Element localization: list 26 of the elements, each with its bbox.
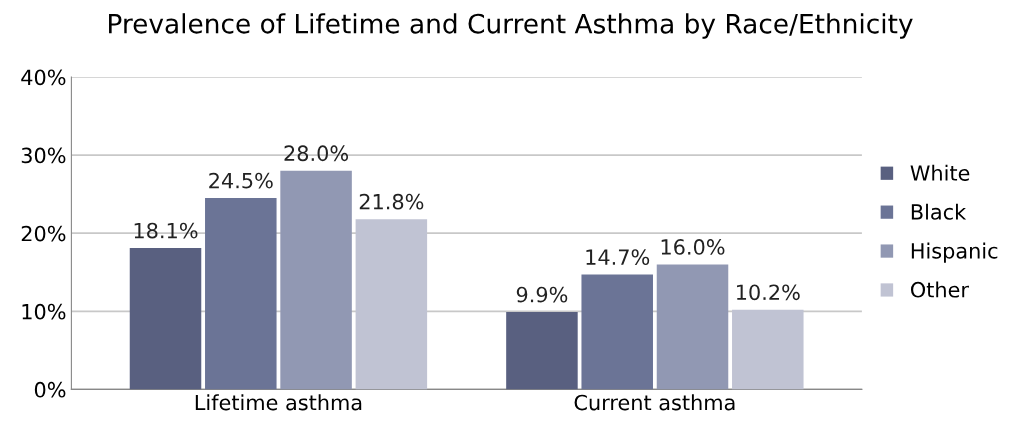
y-tick-label: 20%: [21, 225, 66, 242]
bar: [506, 312, 578, 390]
data-label: 14.7%: [586, 249, 650, 265]
legend-label: Other: [910, 281, 969, 298]
x-tick-label: Current asthma: [574, 394, 735, 411]
chart-title: Prevalence of Lifetime and Current Asthma by Race/Ethnicity: [109, 13, 913, 39]
y-tick-label: 0%: [34, 381, 66, 398]
bar: [205, 198, 277, 390]
data-label: 28.0%: [284, 145, 349, 162]
x-tick-label: Lifetime asthma: [195, 394, 362, 411]
data-label: 16.0%: [661, 239, 725, 255]
data-label: 24.5%: [209, 172, 273, 189]
data-label: 21.8%: [359, 193, 424, 210]
data-label: 9.9%: [516, 286, 568, 303]
data-label: 10.2%: [736, 284, 800, 301]
bar: [280, 170, 352, 390]
data-label: 18.1%: [134, 222, 198, 239]
y-tick-label: 10%: [22, 303, 66, 320]
bar: [581, 274, 653, 390]
y-tick-label: 40%: [21, 69, 66, 86]
legend-label: Hispanic: [911, 242, 998, 263]
y-tick-label: 30%: [21, 147, 66, 164]
bar: [129, 248, 202, 390]
legend-label: White: [910, 164, 970, 181]
legend-label: Black: [911, 203, 967, 220]
bar: [656, 264, 729, 390]
